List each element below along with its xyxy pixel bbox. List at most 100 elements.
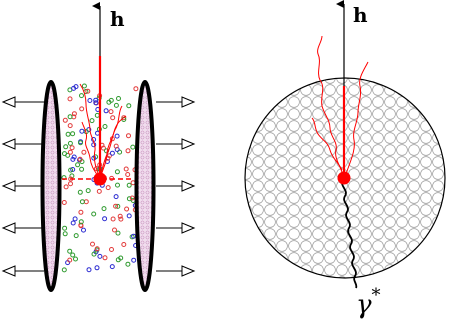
- outline-arrow-left-icon: [1, 138, 44, 150]
- particle-dot: [61, 200, 67, 205]
- particle-dot: [114, 133, 120, 139]
- particle-dot: [67, 114, 73, 120]
- particle-dot: [112, 227, 117, 233]
- particle-dot: [105, 185, 111, 191]
- particle-dot: [115, 182, 120, 188]
- particle-dot: [67, 96, 73, 102]
- particle-dot: [113, 143, 119, 149]
- right-vertex: [337, 171, 351, 185]
- particle-dot: [124, 206, 130, 212]
- particle-dot: [118, 216, 124, 222]
- outline-arrow-right-icon: [156, 265, 196, 277]
- particle-dot: [78, 222, 84, 228]
- particle-dot: [97, 253, 103, 259]
- particle-dot: [79, 166, 85, 172]
- outline-arrow-left-icon: [1, 265, 44, 277]
- outline-arrow-left-icon: [1, 222, 44, 234]
- particle-dot: [67, 248, 73, 254]
- particle-dot: [72, 216, 78, 222]
- particle-dot: [61, 267, 67, 273]
- outline-arrow-left-icon: [1, 96, 44, 108]
- particle-dot: [70, 220, 76, 226]
- particle-dot: [77, 156, 83, 162]
- particle-dot: [113, 102, 119, 108]
- particle-dot: [62, 231, 68, 237]
- particle-dot: [79, 128, 85, 134]
- particle-dot: [133, 86, 139, 92]
- particle-dot: [67, 149, 73, 155]
- particle-dot: [115, 257, 121, 263]
- particle-dot: [81, 227, 86, 233]
- particle-dot: [125, 148, 131, 154]
- particle-dot: [91, 211, 97, 217]
- particle-dot: [71, 154, 77, 160]
- photon-label: γ*: [356, 285, 381, 320]
- particle-dot: [106, 99, 112, 105]
- left-axis-label: h: [110, 7, 125, 31]
- particle-dot: [81, 83, 87, 89]
- left-panel-collision: h: [1, 2, 196, 292]
- particle-dot: [109, 247, 114, 252]
- particle-dot: [113, 203, 119, 209]
- outline-arrow-left-icon: [1, 180, 44, 192]
- particle-dot: [62, 225, 68, 231]
- particle-dot: [77, 189, 83, 195]
- particle-dot: [67, 257, 73, 263]
- particle-dot: [79, 106, 85, 112]
- particle-dot: [91, 155, 97, 161]
- particle-dot: [116, 96, 121, 101]
- particle-dot: [125, 261, 131, 267]
- left-fragments: [79, 83, 127, 179]
- particle-dot: [94, 246, 100, 252]
- particle-dot: [93, 97, 99, 103]
- particle-dot: [109, 150, 115, 156]
- particle-dot: [93, 100, 99, 106]
- particle-dot: [73, 233, 79, 239]
- particle-dot: [91, 251, 97, 257]
- particle-dot: [109, 264, 115, 270]
- particle-dot: [78, 219, 84, 225]
- right-fragments: [311, 35, 369, 176]
- outline-arrow-right-icon: [156, 180, 196, 192]
- particle-dot: [114, 169, 120, 175]
- particle-dot: [69, 145, 75, 151]
- particle-dot: [81, 149, 87, 155]
- particle-dot: [68, 181, 73, 187]
- particle-dot: [96, 188, 102, 194]
- particle-dot: [125, 172, 131, 177]
- particle-dot: [87, 98, 93, 103]
- right-panel-dis: h γ*: [244, 0, 446, 320]
- left-plate: [40, 80, 62, 292]
- particle-dot: [110, 115, 116, 121]
- particle-dot: [73, 256, 78, 262]
- outline-arrow-right-icon: [156, 96, 196, 108]
- particle-dot: [85, 188, 91, 194]
- right-axis-label: h: [353, 3, 368, 27]
- particle-dot: [131, 257, 137, 263]
- particle-dot: [102, 216, 108, 222]
- particle-dot: [121, 115, 127, 121]
- particle-dot: [63, 184, 69, 190]
- particle-dot: [126, 182, 132, 188]
- wavy-line-icon: [341, 179, 358, 289]
- particle-dot: [63, 144, 69, 150]
- particle-dot: [89, 118, 95, 124]
- left-arrows: [1, 96, 44, 277]
- particle-dot: [67, 140, 73, 146]
- particle-dot: [115, 203, 121, 209]
- particle-dot: [126, 133, 131, 139]
- particle-dot: [67, 123, 73, 129]
- particle-dot: [126, 103, 132, 109]
- particle-dot: [65, 152, 71, 158]
- particle-dot: [90, 241, 95, 247]
- particle-dot: [126, 196, 132, 202]
- left-vertex: [93, 172, 107, 186]
- particle-dot: [65, 131, 71, 137]
- particle-dot: [68, 167, 74, 173]
- particle-dot: [71, 111, 77, 117]
- particle-dot: [130, 144, 136, 150]
- particle-dot: [110, 216, 116, 222]
- particle-dot: [79, 199, 85, 205]
- particle-dot: [94, 166, 99, 172]
- particle-dot: [70, 252, 76, 258]
